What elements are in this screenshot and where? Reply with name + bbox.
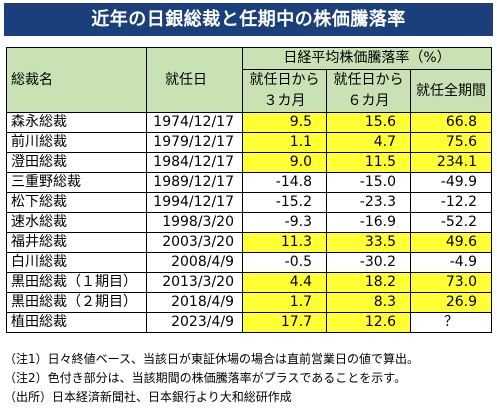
change-3-months: -14.8 xyxy=(242,172,327,193)
header-name: 総裁名 xyxy=(6,47,147,113)
appointment-date: 1998/3/20 xyxy=(146,212,243,233)
change-6-months: 12.6 xyxy=(326,312,411,333)
change-3-months: -0.5 xyxy=(242,252,327,273)
header-date-label: 就任日 xyxy=(165,71,207,88)
governor-name: 三重野総裁 xyxy=(6,172,147,193)
header-3m-line1: 就任日から xyxy=(242,69,327,91)
change-6-months: -15.0 xyxy=(326,172,411,193)
governor-name: 植田総裁 xyxy=(6,312,147,333)
change-full-term: -4.9 xyxy=(409,252,493,273)
change-6-months: 4.7 xyxy=(326,132,411,153)
table-row: 三重野総裁 1989/12/17 -14.8 -15.0 -49.9 xyxy=(6,172,493,193)
table-row: 黒田総裁（１期目） 2013/3/20 4.4 18.2 73.0 xyxy=(6,272,493,293)
appointment-date: 2023/4/9 xyxy=(146,312,243,333)
table-row: 白川総裁 2008/4/9 -0.5 -30.2 -4.9 xyxy=(6,252,493,273)
table-row: 福井総裁 2003/3/20 11.3 33.5 49.6 xyxy=(6,232,493,253)
table-row: 速水総裁 1998/3/20 -9.3 -16.9 -52.2 xyxy=(6,212,493,233)
governor-name: 前川総裁 xyxy=(6,132,147,153)
change-3-months: 9.0 xyxy=(242,152,327,173)
appointment-date: 1984/12/17 xyxy=(146,152,243,173)
change-3-months: 4.4 xyxy=(242,272,327,293)
change-6-months: -16.9 xyxy=(326,212,411,233)
page-title: 近年の日銀総裁と任期中の株価騰落率 xyxy=(4,3,493,36)
change-6-months: 15.6 xyxy=(326,112,411,133)
governor-name: 速水総裁 xyxy=(6,212,147,233)
notes: （注1）日々終値ベース、当該日が東証休場の場合は直前営業日の値で算出。 （注2）… xyxy=(4,350,493,407)
change-full-term: -12.2 xyxy=(409,192,493,213)
appointment-date: 2008/4/9 xyxy=(146,252,243,273)
governor-name: 澄田総裁 xyxy=(6,152,147,173)
stock-table: 総裁名 就任日 日経平均株価騰落率（%） 就任日から 就任日から 就任全期間 ３… xyxy=(6,47,493,333)
header-date: 就任日 xyxy=(146,47,243,113)
governor-name: 松下総裁 xyxy=(6,192,147,213)
appointment-date: 2003/3/20 xyxy=(146,232,243,253)
change-full-term: 234.1 xyxy=(409,152,493,173)
change-full-term: 75.6 xyxy=(409,132,493,153)
note-3: （出所）日本経済新聞社、日本銀行より大和総研作成 xyxy=(4,390,292,404)
header-full: 就任全期間 xyxy=(409,69,493,113)
change-full-term: -52.2 xyxy=(409,212,493,233)
change-6-months: -30.2 xyxy=(326,252,411,273)
change-3-months: -9.3 xyxy=(242,212,327,233)
header-6m-line2: ６カ月 xyxy=(326,91,411,113)
appointment-date: 2013/3/20 xyxy=(146,272,243,293)
governor-name: 福井総裁 xyxy=(6,232,147,253)
appointment-date: 1979/12/17 xyxy=(146,132,243,153)
header-group: 日経平均株価騰落率（%） xyxy=(241,47,493,70)
header-name-label: 総裁名 xyxy=(11,71,53,88)
table-row: 澄田総裁 1984/12/17 9.0 11.5 234.1 xyxy=(6,152,493,173)
change-full-term: 66.8 xyxy=(409,112,493,133)
appointment-date: 1994/12/17 xyxy=(146,192,243,213)
change-3-months: 17.7 xyxy=(242,312,327,333)
governor-name: 森永総裁 xyxy=(6,112,147,133)
table-row: 森永総裁 1974/12/17 9.5 15.6 66.8 xyxy=(6,112,493,133)
change-full-term: -49.9 xyxy=(409,172,493,193)
header-6m-line1: 就任日から xyxy=(326,69,411,91)
change-6-months: 18.2 xyxy=(326,272,411,293)
change-3-months: 1.1 xyxy=(242,132,327,153)
header-3m-line2: ３カ月 xyxy=(242,91,327,113)
governor-name: 黒田総裁（１期目） xyxy=(6,272,147,293)
change-6-months: -23.3 xyxy=(326,192,411,213)
change-3-months: 1.7 xyxy=(242,292,327,313)
appointment-date: 1989/12/17 xyxy=(146,172,243,193)
table-body: 森永総裁 1974/12/17 9.5 15.6 66.8 前川総裁 1979/12/17 1… xyxy=(6,112,493,333)
governor-name: 黒田総裁（２期目） xyxy=(6,292,147,313)
governor-name: 白川総裁 xyxy=(6,252,147,273)
appointment-date: 1974/12/17 xyxy=(146,112,243,133)
change-3-months: 11.3 xyxy=(242,232,327,253)
table-row: 松下総裁 1994/12/17 -15.2 -23.3 -12.2 xyxy=(6,192,493,213)
appointment-date: 2018/4/9 xyxy=(146,292,243,313)
change-full-term: ？ xyxy=(409,312,493,333)
note-1: （注1）日々終値ベース、当該日が東証休場の場合は直前営業日の値で算出。 xyxy=(4,352,420,366)
change-6-months: 8.3 xyxy=(326,292,411,313)
change-3-months: 9.5 xyxy=(242,112,327,133)
table-row: 植田総裁 2023/4/9 17.7 12.6？ xyxy=(6,312,493,333)
table-row: 黒田総裁（２期目） 2018/4/9 1.7 8.3 26.9 xyxy=(6,292,493,313)
change-full-term: 26.9 xyxy=(409,292,493,313)
note-2: （注2）色付き部分は、当該期間の株価騰落率がプラスであることを示す。 xyxy=(4,371,407,385)
change-full-term: 73.0 xyxy=(409,272,493,293)
change-6-months: 33.5 xyxy=(326,232,411,253)
table-row: 前川総裁 1979/12/17 1.1 4.7 75.6 xyxy=(6,132,493,153)
change-full-term: 49.6 xyxy=(409,232,493,253)
change-3-months: -15.2 xyxy=(242,192,327,213)
change-6-months: 11.5 xyxy=(326,152,411,173)
